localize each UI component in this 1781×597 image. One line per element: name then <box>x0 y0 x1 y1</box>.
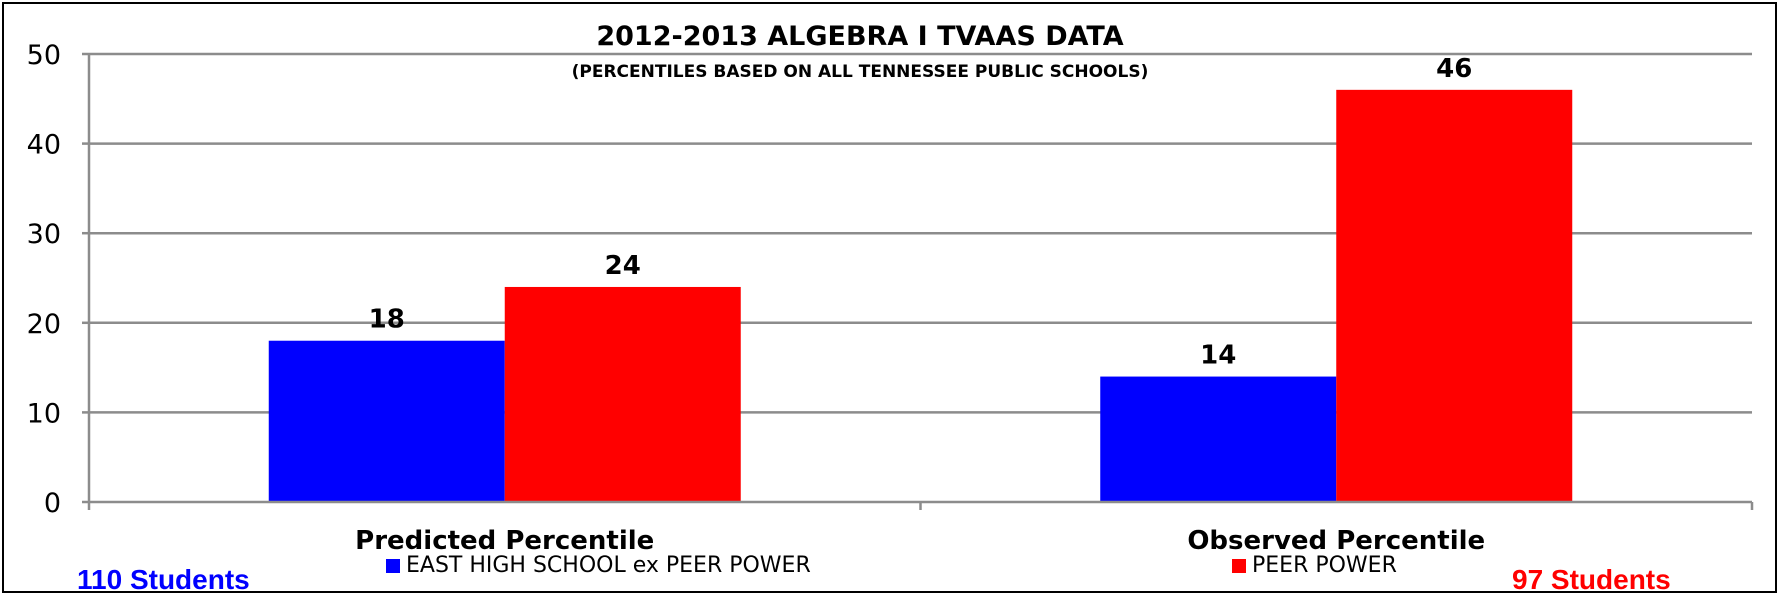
bar-1-1 <box>1336 89 1573 502</box>
chart-title: 2012-2013 ALGEBRA I TVAAS DATA <box>596 21 1123 52</box>
x-category-label: Predicted Percentile <box>355 526 654 556</box>
data-label: 24 <box>605 251 641 281</box>
bar-0-0 <box>268 340 505 502</box>
y-tick-label: 0 <box>44 488 61 519</box>
data-label: 14 <box>1200 341 1236 371</box>
y-tick-label: 30 <box>27 219 61 250</box>
bar-1-0 <box>1100 376 1337 502</box>
y-tick-label: 10 <box>27 398 61 429</box>
legend-swatch-peer-power <box>1232 558 1246 573</box>
data-label: 46 <box>1436 54 1472 84</box>
legend-label-peer-power: PEER POWER <box>1252 553 1397 578</box>
y-tick-label: 50 <box>27 40 61 71</box>
legend-swatch-east-high <box>386 558 400 573</box>
bar-0-1 <box>504 286 741 502</box>
left-students-note: 110 Students <box>77 564 250 595</box>
legend-item-east-high: EAST HIGH SCHOOL ex PEER POWER <box>386 553 811 578</box>
legend-item-peer-power: PEER POWER <box>1232 553 1397 578</box>
y-tick-label: 40 <box>27 130 61 161</box>
x-category-label: Observed Percentile <box>1187 526 1485 556</box>
data-label: 18 <box>369 305 405 335</box>
legend-label-east-high: EAST HIGH SCHOOL ex PEER POWER <box>406 553 811 578</box>
chart-subtitle: (PERCENTILES BASED ON ALL TENNESSEE PUBL… <box>572 62 1149 82</box>
right-students-note: 97 Students <box>1512 564 1671 595</box>
y-tick-label: 20 <box>27 309 61 340</box>
